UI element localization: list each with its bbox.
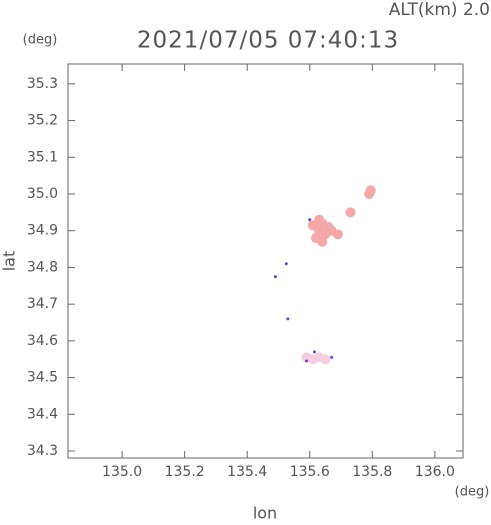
x-tick-label: 135.6 <box>290 464 330 480</box>
subtitle: ALT(km) 2.0 <box>389 0 490 20</box>
echo-point <box>286 317 290 321</box>
y-tick-label: 35.1 <box>27 149 58 165</box>
x-tick-label: 135.8 <box>352 464 392 480</box>
y-axis-label: lat <box>0 251 19 272</box>
x-tick-label: 135.4 <box>227 464 267 480</box>
chart-title: 2021/07/05 07:40:13 <box>137 28 399 54</box>
y-tick-label: 35.3 <box>27 76 58 92</box>
echo-point <box>365 185 376 196</box>
echo-point <box>332 229 343 240</box>
echo-point <box>308 218 312 222</box>
echo-point <box>311 233 322 244</box>
y-tick-label: 35.2 <box>27 113 58 129</box>
y-tick-label: 34.5 <box>27 370 58 386</box>
x-unit: (deg) <box>455 485 490 500</box>
echo-point <box>301 352 312 363</box>
echo-point <box>330 355 334 359</box>
y-tick-label: 34.9 <box>27 223 58 239</box>
echo-point <box>273 275 277 279</box>
y-tick-label: 35.0 <box>27 186 58 202</box>
y-tick-label: 34.8 <box>27 259 58 275</box>
x-tick-label: 135.2 <box>165 464 205 480</box>
x-axis-label: lon <box>253 504 277 522</box>
echo-point <box>312 350 316 354</box>
y-tick-label: 34.6 <box>27 333 58 349</box>
y-tick-label: 34.4 <box>27 406 58 422</box>
x-tick-label: 136.0 <box>415 464 455 480</box>
echo-point <box>305 359 309 363</box>
y-unit: (deg) <box>23 33 58 48</box>
echo-point <box>320 354 331 365</box>
echo-point <box>307 220 318 231</box>
x-tick-label: 135.0 <box>102 464 142 480</box>
echo-point <box>345 207 356 218</box>
plot-frame <box>67 63 464 459</box>
echo-point <box>284 262 288 266</box>
y-tick-label: 34.7 <box>27 296 58 312</box>
y-tick-label: 34.3 <box>27 443 58 459</box>
